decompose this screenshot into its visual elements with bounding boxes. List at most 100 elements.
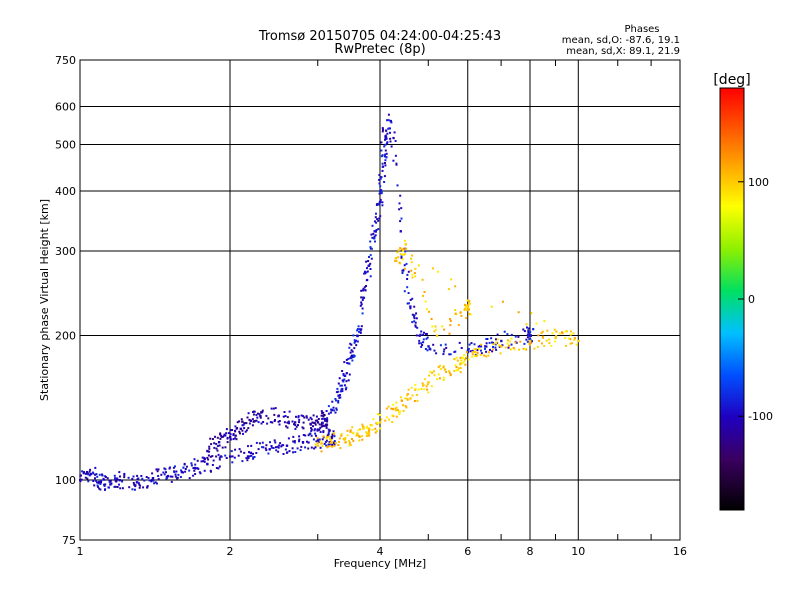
data-point	[331, 433, 334, 436]
data-point	[326, 436, 329, 438]
data-point	[335, 391, 338, 394]
x-tick-label: 16	[673, 545, 687, 558]
data-point	[431, 325, 434, 328]
data-point	[483, 354, 486, 357]
data-point	[216, 445, 219, 447]
data-point	[346, 362, 349, 364]
data-point	[261, 409, 264, 412]
data-point	[247, 412, 250, 415]
data-point	[485, 355, 488, 358]
data-point	[356, 340, 359, 343]
data-point	[190, 462, 193, 465]
data-point	[426, 388, 429, 391]
data-point	[479, 344, 481, 347]
data-point	[268, 448, 271, 451]
data-point	[414, 324, 417, 327]
data-point	[225, 432, 228, 435]
data-point	[104, 488, 106, 491]
data-point	[362, 287, 365, 290]
data-point	[190, 464, 193, 467]
data-point	[104, 476, 107, 478]
data-point	[322, 424, 325, 427]
data-point	[468, 312, 471, 315]
data-point	[441, 325, 444, 328]
data-point	[325, 410, 328, 412]
data-point	[152, 479, 155, 482]
data-point	[460, 347, 463, 349]
data-point	[150, 480, 153, 483]
data-point	[312, 425, 314, 428]
data-point	[157, 478, 160, 481]
data-point	[123, 472, 126, 475]
data-point	[283, 421, 286, 424]
data-point	[345, 386, 348, 389]
data-point	[449, 353, 452, 356]
data-point	[325, 425, 328, 428]
data-point	[394, 408, 398, 412]
data-point	[342, 373, 345, 375]
data-point	[298, 418, 301, 421]
data-point	[131, 477, 134, 480]
data-point	[400, 217, 403, 220]
data-point	[213, 446, 216, 449]
data-point	[240, 418, 243, 421]
data-point	[368, 434, 371, 437]
data-point	[278, 423, 281, 426]
data-point	[399, 194, 402, 197]
data-point	[411, 297, 414, 300]
data-point	[136, 478, 139, 481]
data-point	[439, 367, 442, 370]
data-point	[237, 454, 240, 457]
data-point	[95, 473, 98, 476]
data-point	[397, 409, 399, 412]
data-point	[109, 483, 112, 486]
data-point	[384, 149, 387, 152]
data-point	[359, 329, 362, 332]
data-point	[274, 407, 277, 410]
data-point	[338, 377, 341, 380]
data-point	[108, 486, 110, 489]
data-point	[298, 421, 300, 424]
data-point	[406, 394, 409, 397]
data-point	[79, 474, 82, 477]
data-point	[229, 435, 232, 439]
data-point	[320, 414, 323, 417]
data-point	[198, 471, 201, 474]
data-point	[400, 396, 402, 399]
data-point	[113, 485, 116, 488]
data-point	[461, 356, 464, 359]
y-axis-label: Stationary phase Virtual Height [km]	[38, 199, 51, 401]
data-point	[245, 422, 248, 425]
data-point	[367, 264, 371, 267]
data-point	[341, 370, 344, 372]
data-point	[529, 330, 532, 333]
data-point	[361, 438, 364, 441]
data-point	[350, 349, 353, 352]
data-point	[361, 423, 364, 426]
data-point	[298, 440, 300, 443]
data-point	[554, 336, 557, 339]
data-point	[327, 412, 330, 415]
data-point	[245, 457, 248, 460]
data-point	[434, 328, 437, 331]
data-point	[383, 181, 386, 183]
data-point	[272, 447, 275, 449]
data-point	[396, 184, 399, 187]
data-point	[569, 333, 572, 336]
data-point	[381, 204, 384, 207]
data-point	[369, 262, 372, 265]
data-point	[295, 425, 298, 428]
data-point	[473, 348, 476, 351]
data-point	[439, 344, 442, 347]
data-point	[267, 417, 270, 420]
data-point	[488, 341, 491, 344]
data-point	[177, 473, 180, 476]
data-point	[262, 421, 265, 423]
data-point	[331, 444, 334, 446]
data-point	[387, 119, 390, 122]
data-point	[347, 357, 350, 360]
data-point	[430, 318, 433, 320]
data-point	[422, 333, 425, 336]
data-point	[265, 449, 268, 452]
data-point	[239, 427, 242, 430]
